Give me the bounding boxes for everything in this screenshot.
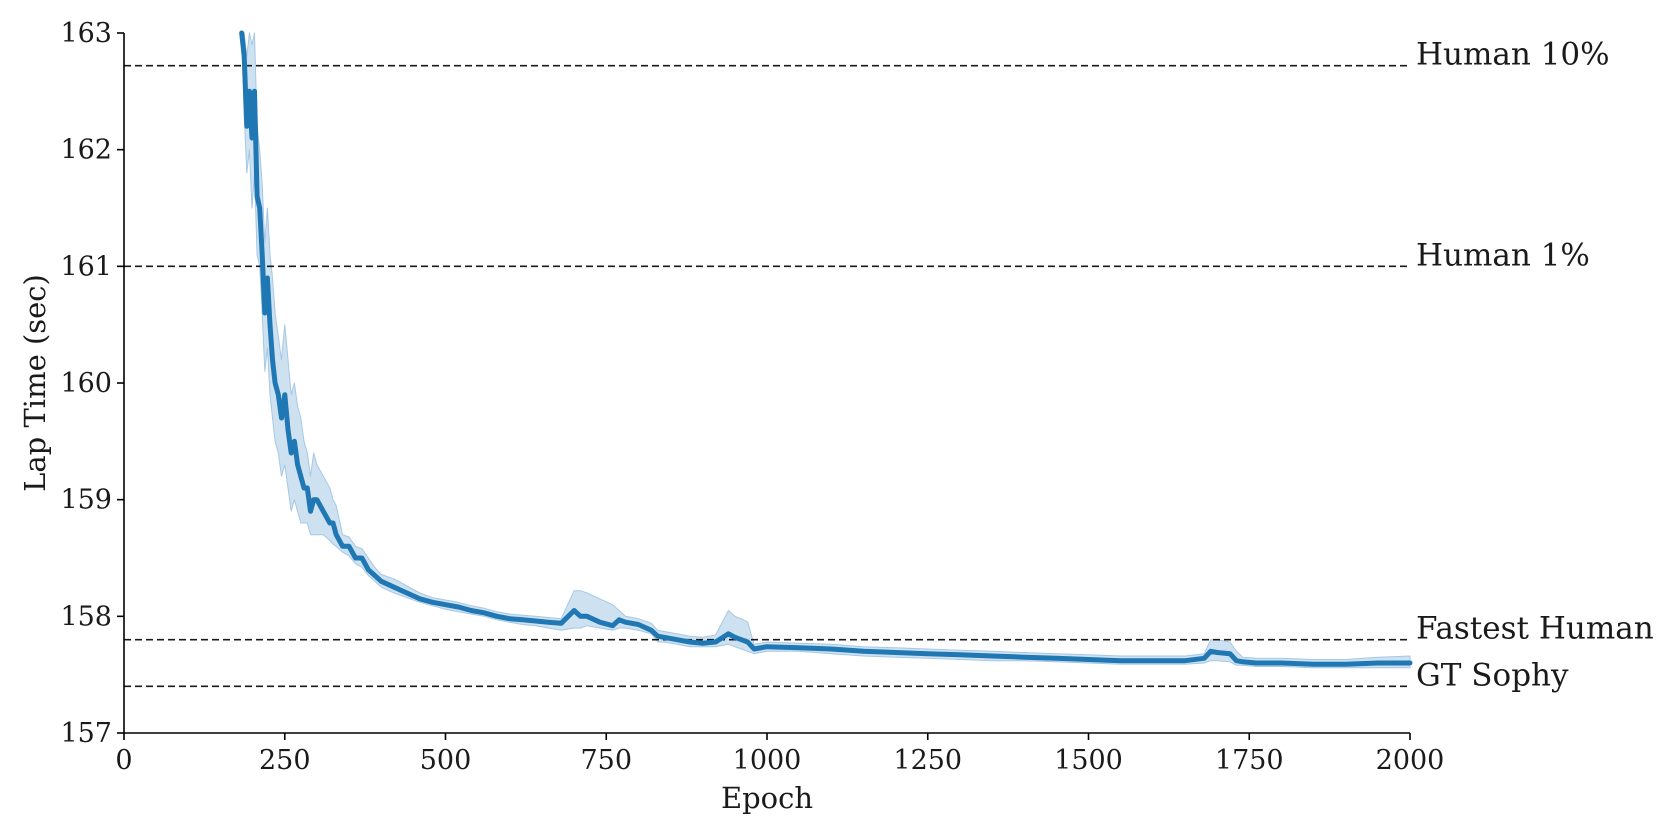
series-line-layer — [239, 30, 1413, 667]
x-tick-label: 1250 — [893, 745, 962, 776]
x-tick-label: 250 — [259, 745, 311, 776]
confidence-band-layer — [241, 32, 1411, 669]
y-tick-label: 157 — [60, 718, 112, 749]
y-tick-label: 159 — [60, 485, 112, 516]
y-tick-label: 162 — [60, 135, 112, 166]
reference-label-gt-sophy: GT Sophy — [1416, 657, 1569, 693]
y-tick-label: 158 — [60, 601, 112, 632]
reference-lines-layer: Human 10% Human 1% Fastest Human GT Sophy — [124, 37, 1654, 693]
axes-layer — [123, 33, 1410, 734]
y-tick-label: 163 — [60, 18, 112, 49]
x-tick-label: 0 — [115, 745, 132, 776]
y-tick-label: 161 — [60, 251, 112, 282]
series-line-0 — [239, 30, 1413, 667]
reference-label-human-10: Human 10% — [1416, 37, 1610, 73]
x-tick-label: 1000 — [733, 745, 802, 776]
y-ticks: 157 158 159 160 161 162 163 — [60, 18, 124, 749]
x-tick-label: 1750 — [1215, 745, 1284, 776]
y-axis-title: Lap Time (sec) — [18, 274, 52, 492]
reference-label-fastest-human: Fastest Human — [1416, 611, 1654, 647]
x-tick-label: 2000 — [1376, 745, 1445, 776]
y-tick-label: 160 — [60, 368, 112, 399]
x-axis-title: Epoch — [721, 781, 813, 815]
reference-label-human-1: Human 1% — [1416, 237, 1590, 273]
x-tick-label: 750 — [580, 745, 632, 776]
x-tick-label: 500 — [420, 745, 472, 776]
x-ticks: 0 250 500 750 1000 1250 1500 1750 2000 — [115, 733, 1444, 776]
x-tick-label: 1500 — [1054, 745, 1123, 776]
confidence-band-0 — [241, 32, 1411, 669]
